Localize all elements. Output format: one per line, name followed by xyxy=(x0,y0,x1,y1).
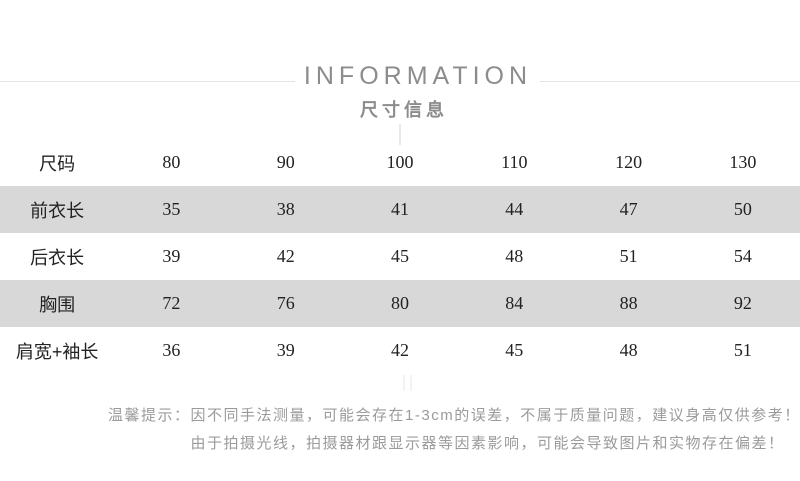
faint-artifact-mark xyxy=(403,375,412,391)
table-header-cell: 130 xyxy=(729,152,757,172)
table-cell: 39 xyxy=(162,246,181,266)
table-cell: 72 xyxy=(162,293,181,313)
table-cell: 84 xyxy=(505,293,524,313)
table-row: 肩宽+袖长 36 39 42 45 48 51 xyxy=(0,327,800,374)
table-row: 后衣长 39 42 45 48 51 54 xyxy=(0,233,800,280)
table-cell: 48 xyxy=(505,246,524,266)
table-cell: 35 xyxy=(162,199,181,219)
row-label: 肩宽+袖长 xyxy=(15,341,99,362)
table-header-cell: 120 xyxy=(615,152,643,172)
row-label: 胸围 xyxy=(39,294,76,315)
table-cell: 51 xyxy=(619,246,638,266)
table-header-cell: 80 xyxy=(162,152,181,172)
row-label: 前衣长 xyxy=(30,200,85,221)
table-header-cell: 110 xyxy=(501,152,528,172)
page-title: INFORMATION xyxy=(303,62,533,90)
row-label: 后衣长 xyxy=(30,247,85,268)
notice-lines: 因不同手法测量，可能会存在1-3cm的误差，不属于质量问题，建议身高仅供参考！ … xyxy=(191,402,800,458)
table-cell: 51 xyxy=(733,340,752,360)
size-table: 尺码 80 90 100 110 120 130 前衣长 35 38 41 44… xyxy=(0,139,800,374)
table-row: 胸围 72 76 80 84 88 92 xyxy=(0,280,800,327)
table-header-row: 尺码 80 90 100 110 120 130 xyxy=(0,139,800,186)
table-cell: 36 xyxy=(162,340,181,360)
page-subtitle: 尺寸信息 xyxy=(360,100,448,120)
table-cell: 88 xyxy=(619,293,638,313)
table-cell: 47 xyxy=(619,199,638,219)
notice-line-1: 因不同手法测量，可能会存在1-3cm的误差，不属于质量问题，建议身高仅供参考！ xyxy=(190,407,800,424)
table-cell: 42 xyxy=(276,246,295,266)
table-cell: 45 xyxy=(390,246,409,266)
subtitle-tick-line xyxy=(399,124,401,145)
table-cell: 80 xyxy=(390,293,409,313)
title-divider-left xyxy=(0,81,295,82)
table-cell: 50 xyxy=(733,199,752,219)
table-cell: 41 xyxy=(390,199,409,219)
notice-prefix: 温馨提示： xyxy=(108,407,191,424)
table-cell: 76 xyxy=(276,293,295,313)
table-cell: 45 xyxy=(505,340,524,360)
table-cell: 42 xyxy=(390,340,409,360)
table-header-cell: 100 xyxy=(386,152,414,172)
table-cell: 54 xyxy=(733,246,752,266)
table-cell: 92 xyxy=(733,293,752,313)
title-divider-right xyxy=(540,81,800,82)
notice-line-2: 由于拍摄光线，拍摄器材跟显示器等因素影响，可能会导致图片和实物存在偏差！ xyxy=(190,435,785,452)
table-cell: 38 xyxy=(276,199,295,219)
table-cell: 48 xyxy=(619,340,638,360)
table-cell: 39 xyxy=(276,340,295,360)
table-cell: 44 xyxy=(505,199,524,219)
table-row: 前衣长 35 38 41 44 47 50 xyxy=(0,186,800,233)
notice-block: 温馨提示： 因不同手法测量，可能会存在1-3cm的误差，不属于质量问题，建议身高… xyxy=(108,402,800,458)
table-header-cell: 尺码 xyxy=(39,153,76,174)
table-header-cell: 90 xyxy=(276,152,295,172)
